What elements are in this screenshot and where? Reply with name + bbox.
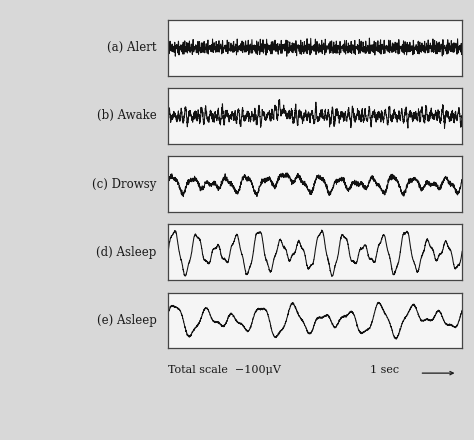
Text: Total scale  −100μV: Total scale −100μV	[168, 366, 281, 375]
Text: (b) Awake: (b) Awake	[97, 110, 156, 122]
Text: (c) Drowsy: (c) Drowsy	[92, 178, 156, 191]
Text: 1 sec: 1 sec	[370, 366, 399, 375]
Text: (e) Asleep: (e) Asleep	[97, 314, 156, 327]
Text: (d) Asleep: (d) Asleep	[96, 246, 156, 259]
Text: (a) Alert: (a) Alert	[107, 41, 156, 54]
